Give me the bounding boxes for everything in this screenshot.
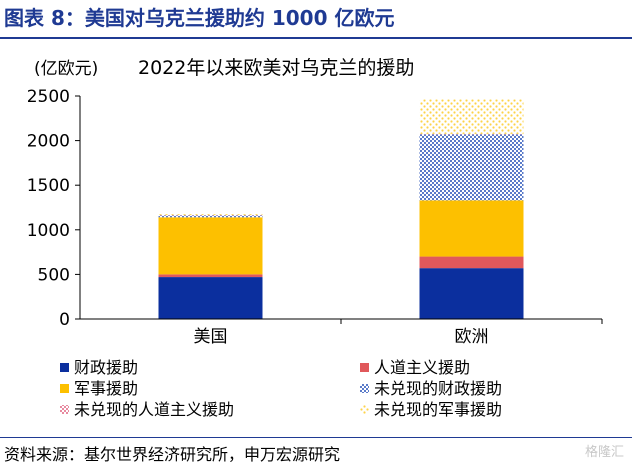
- y-tick-label-5: 2500: [27, 87, 70, 107]
- bar-1-series-5: [419, 99, 524, 134]
- legend-swatch-2: [60, 384, 69, 393]
- legend-label-3: 未兑现的财政援助: [374, 379, 502, 398]
- bar-1-series-0: [419, 268, 524, 319]
- bar-0-series-1: [158, 274, 263, 278]
- x-tick-label-0: 美国: [194, 327, 228, 347]
- figure-title: 图表 8：美国对乌克兰援助约 1000 亿欧元: [4, 6, 395, 30]
- x-tick-label-1: 欧洲: [455, 327, 489, 347]
- y-tick-label-4: 2000: [27, 132, 70, 152]
- y-tick-label-2: 1000: [27, 221, 70, 241]
- title-rule: [0, 37, 632, 39]
- bar-0-series-0: [158, 277, 263, 319]
- legend-swatch-4: [60, 405, 69, 414]
- bottom-rule: [0, 437, 632, 438]
- legend-swatch-0: [60, 363, 69, 372]
- watermark-logo: 格隆汇: [584, 445, 624, 460]
- bar-0-series-5: [158, 214, 263, 216]
- legend-label-2: 军事援助: [74, 379, 138, 398]
- y-tick-label-0: 0: [59, 310, 70, 330]
- source-note: 资料来源：基尔世界经济研究所，申万宏源研究: [4, 445, 341, 464]
- legend-label-5: 未兑现的军事援助: [374, 400, 502, 419]
- bar-1-series-1: [419, 256, 524, 269]
- unit-label: (亿欧元): [34, 59, 98, 79]
- legend-label-1: 人道主义援助: [374, 358, 470, 377]
- bar-0-series-2: [158, 217, 263, 275]
- chart-title: 2022年以来欧美对乌克兰的援助: [138, 57, 414, 79]
- y-tick-label-3: 1500: [27, 176, 70, 196]
- legend-label-0: 财政援助: [74, 358, 138, 377]
- legend-swatch-1: [360, 363, 369, 372]
- legend-swatch-3: [360, 384, 369, 393]
- legend-swatch-5: [360, 405, 369, 414]
- legend-label-4: 未兑现的人道主义援助: [74, 400, 234, 419]
- y-tick-label-1: 500: [38, 265, 70, 285]
- stacked-bar-chart: (亿欧元) 2022年以来欧美对乌克兰的援助 0 500 1000 1500 2000 2…: [27, 57, 603, 419]
- bar-1-series-2: [419, 200, 524, 257]
- bar-0-series-3: [158, 215, 263, 218]
- bar-1-series-3: [419, 134, 524, 201]
